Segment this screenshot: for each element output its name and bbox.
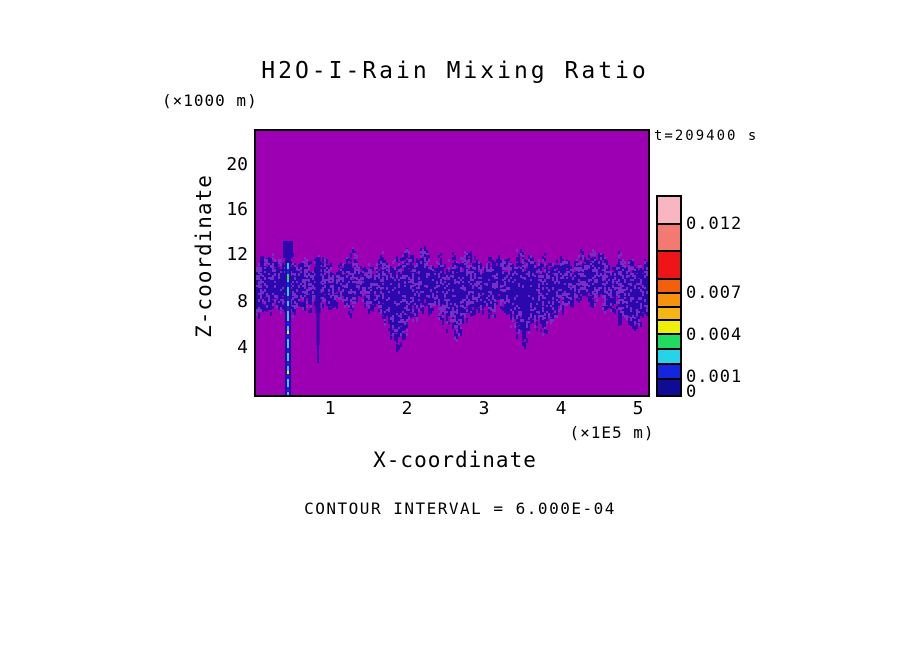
mixing-ratio-field-canvas (256, 131, 648, 395)
colorbar-segment (658, 225, 680, 252)
colorbar-segment (658, 380, 680, 395)
colorbar-tick-label: 0.004 (686, 325, 743, 345)
colorbar (656, 195, 682, 397)
timestamp-label: t=209400 s (654, 128, 759, 144)
x-tick-label: 1 (324, 398, 336, 419)
colorbar-tick-label: 0.012 (686, 214, 743, 234)
plot-title: H2O-I-Rain Mixing Ratio (261, 58, 649, 84)
y-tick-label: 12 (226, 244, 248, 265)
x-tick-label: 3 (478, 398, 490, 419)
colorbar-segment (658, 280, 680, 294)
contour-interval-note: CONTOUR INTERVAL = 6.000E-04 (304, 499, 616, 518)
x-tick-label: 2 (401, 398, 413, 419)
colorbar-segment (658, 321, 680, 335)
y-tick-label: 16 (226, 199, 248, 220)
colorbar-segment (658, 197, 680, 225)
x-tick-label: 4 (555, 398, 567, 419)
x-axis-title: X-coordinate (373, 448, 537, 472)
y-tick-label: 4 (237, 337, 248, 358)
colorbar-tick-label: 0.007 (686, 283, 743, 303)
x-tick-label: 5 (632, 398, 644, 419)
y-axis-units-label: (×1000 m) (162, 91, 258, 110)
colorbar-segment (658, 308, 680, 321)
colorbar-segment (658, 365, 680, 380)
colorbar-tick-label: 0.001 (686, 367, 743, 387)
x-axis-units-label: (×1E5 m) (569, 423, 655, 442)
colorbar-segment (658, 350, 680, 365)
colorbar-tick-label: 0 (686, 382, 698, 402)
plot-area (254, 129, 650, 397)
colorbar-segment (658, 335, 680, 350)
y-tick-label: 8 (237, 291, 248, 312)
y-tick-label: 20 (226, 154, 248, 175)
colorbar-segment (658, 252, 680, 280)
colorbar-segment (658, 294, 680, 308)
